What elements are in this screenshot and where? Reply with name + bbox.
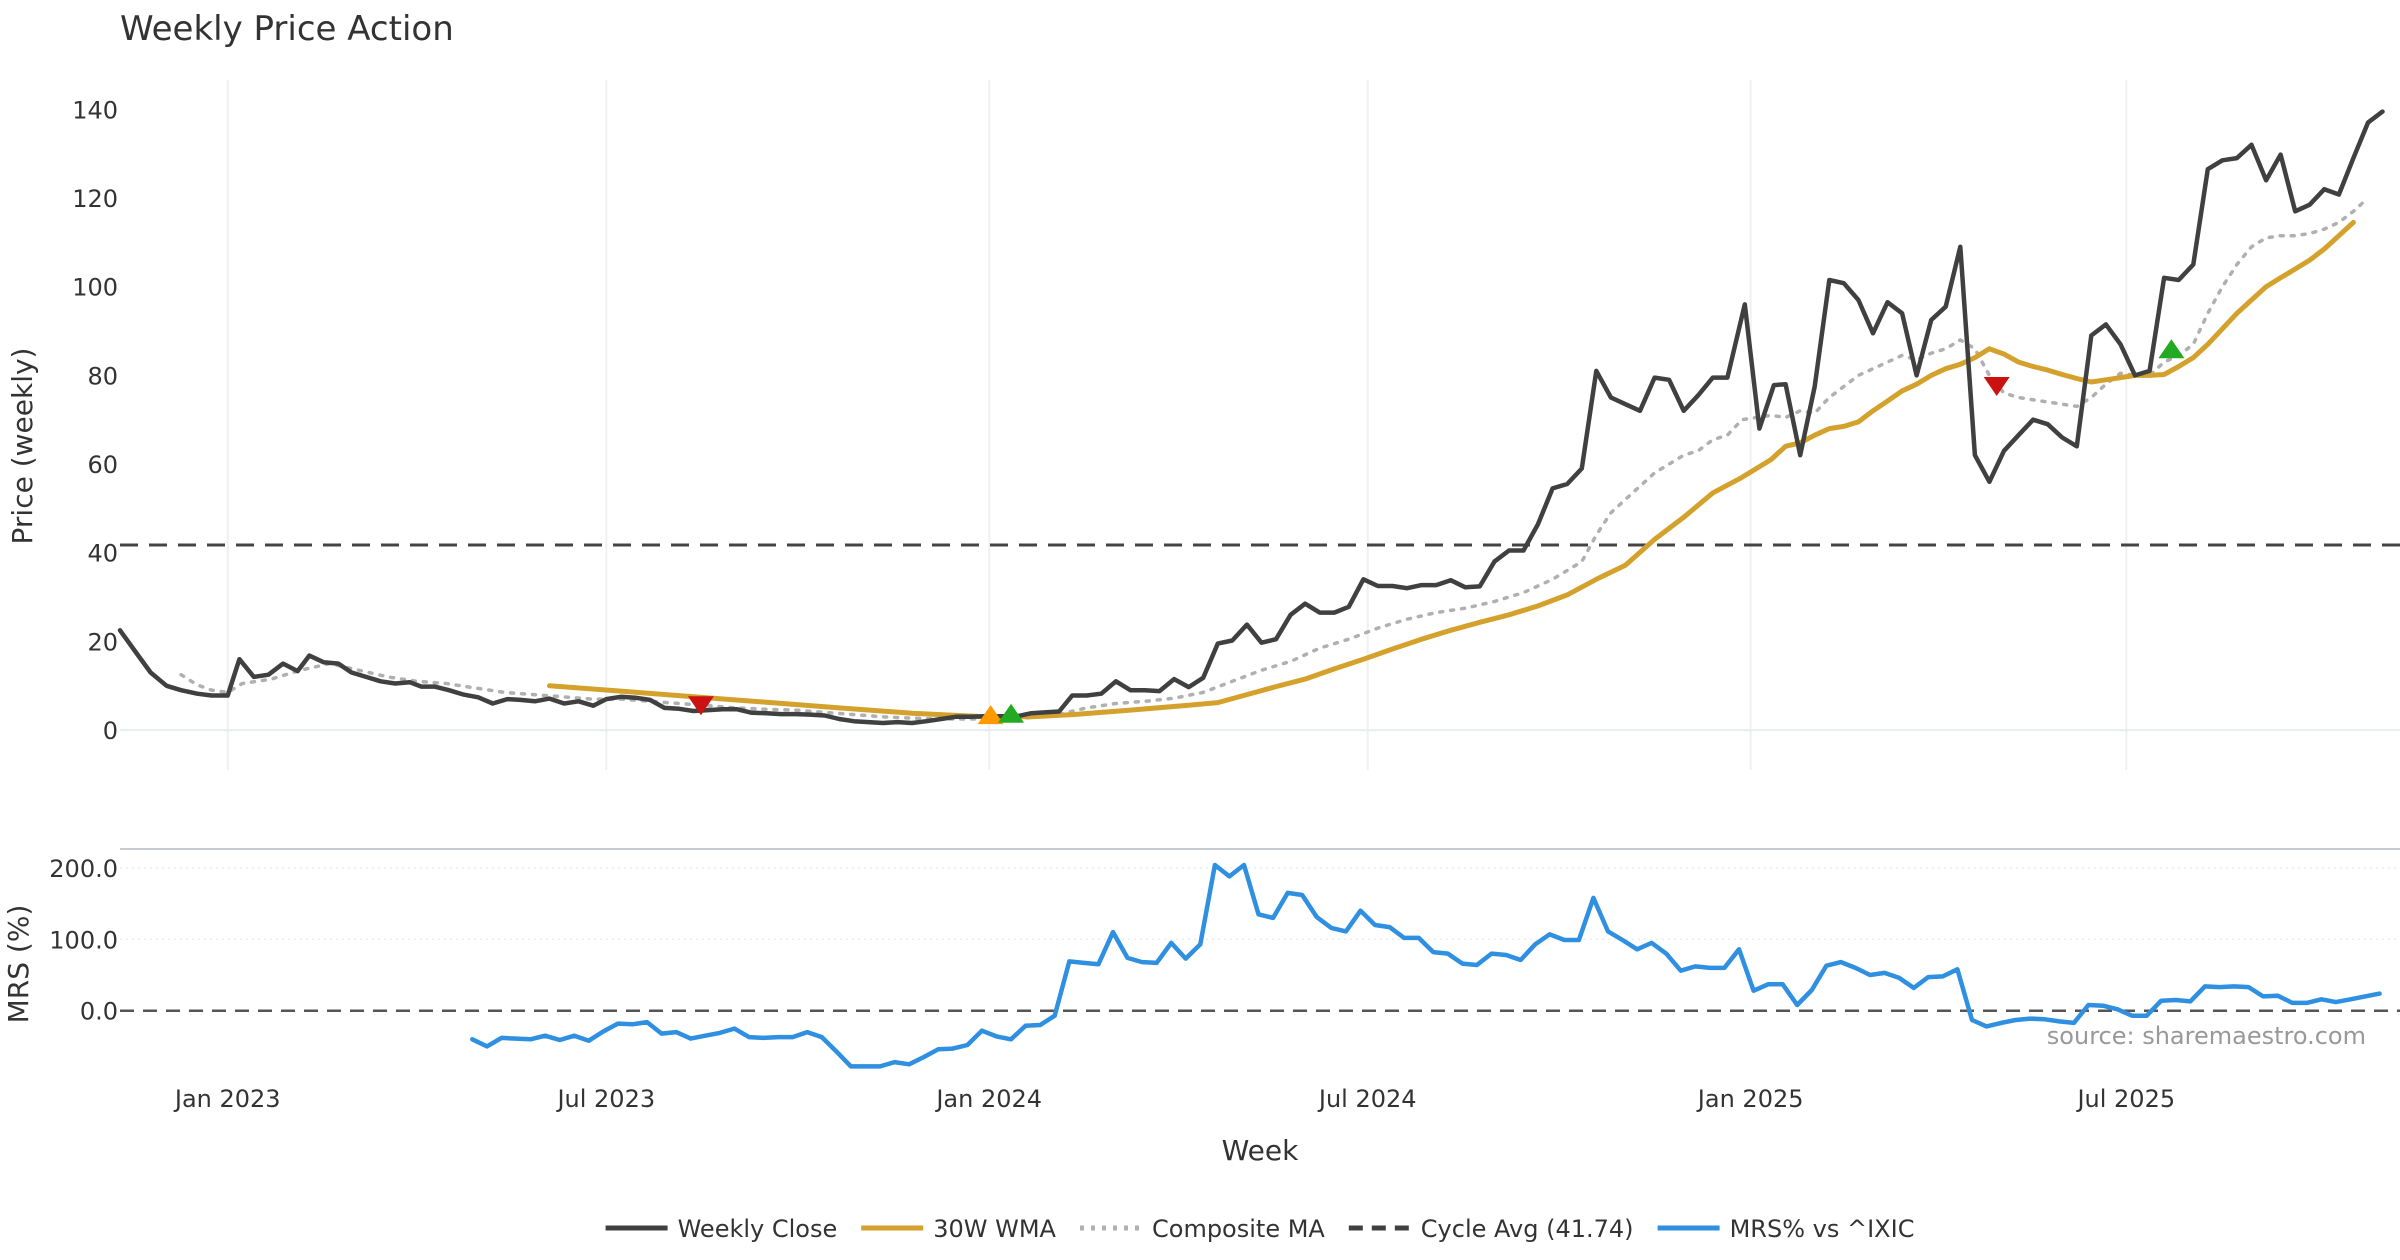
legend-label: 30W WMA bbox=[933, 1215, 1056, 1243]
buy-signal-marker bbox=[977, 705, 1004, 725]
legend-item[interactable]: MRS% vs ^IXIC bbox=[1657, 1215, 1915, 1243]
source-label: source: sharemaestro.com bbox=[2047, 1022, 2366, 1050]
price-y-tick-label: 40 bbox=[87, 540, 118, 568]
price-y-tick-label: 140 bbox=[72, 96, 118, 124]
legend-item[interactable]: Cycle Avg (41.74) bbox=[1348, 1215, 1634, 1243]
price-panel bbox=[117, 109, 2400, 726]
legend-label: Composite MA bbox=[1152, 1215, 1325, 1243]
price-y-tick-label: 100 bbox=[72, 274, 118, 302]
price-y-tick-label: 20 bbox=[87, 628, 118, 656]
30w-wma-line bbox=[547, 219, 2356, 720]
buy-signal-marker bbox=[998, 703, 1025, 723]
legend-label: Weekly Close bbox=[678, 1215, 838, 1243]
legend[interactable]: Weekly Close 30W WMA Composite MA Cycle Avg… bbox=[605, 1215, 1915, 1243]
price-y-tick-label: 80 bbox=[87, 362, 118, 390]
price-axis-title: Price (weekly) bbox=[6, 348, 39, 545]
legend-label: MRS% vs ^IXIC bbox=[1730, 1215, 1915, 1243]
x-axis-title: Week bbox=[1222, 1134, 1299, 1167]
grid-layer: Jan 2023 Jul 2023 Jan 2024 Jul 2024 Jan 2025… bbox=[49, 80, 2400, 1113]
mrs-y-tick-label: 200.0 bbox=[49, 855, 118, 883]
mrs-y-tick-label: 100.0 bbox=[49, 926, 118, 954]
price-y-tick-label: 60 bbox=[87, 451, 118, 479]
chart-title: Weekly Price Action bbox=[120, 9, 454, 49]
buy-signal-marker bbox=[2158, 339, 2185, 359]
mrs-panel bbox=[120, 862, 2400, 1069]
legend-label: Cycle Avg (41.74) bbox=[1421, 1215, 1634, 1243]
x-tick-label: Jul 2025 bbox=[2075, 1085, 2175, 1113]
mrs-y-tick-label: 0.0 bbox=[80, 998, 118, 1026]
price-y-tick-label: 120 bbox=[72, 185, 118, 213]
price-y-tick-label: 0 bbox=[103, 717, 118, 745]
sell-signal-marker bbox=[687, 696, 714, 716]
x-tick-label: Jan 2024 bbox=[934, 1085, 1042, 1113]
legend-item[interactable]: 30W WMA bbox=[861, 1215, 1057, 1243]
x-tick-label: Jul 2023 bbox=[555, 1085, 655, 1113]
x-tick-label: Jan 2025 bbox=[1696, 1085, 1804, 1113]
legend-item[interactable]: Weekly Close bbox=[605, 1215, 838, 1243]
mrs-axis-title: MRS (%) bbox=[2, 905, 35, 1024]
mrs-line bbox=[470, 862, 2382, 1069]
x-tick-label: Jul 2024 bbox=[1317, 1085, 1417, 1113]
composite-ma-line bbox=[179, 196, 2370, 721]
sell-signal-marker bbox=[1983, 376, 2010, 396]
legend-item[interactable]: Composite MA bbox=[1080, 1215, 1325, 1243]
x-tick-label: Jan 2023 bbox=[173, 1085, 281, 1113]
weekly-close-line bbox=[117, 109, 2385, 726]
